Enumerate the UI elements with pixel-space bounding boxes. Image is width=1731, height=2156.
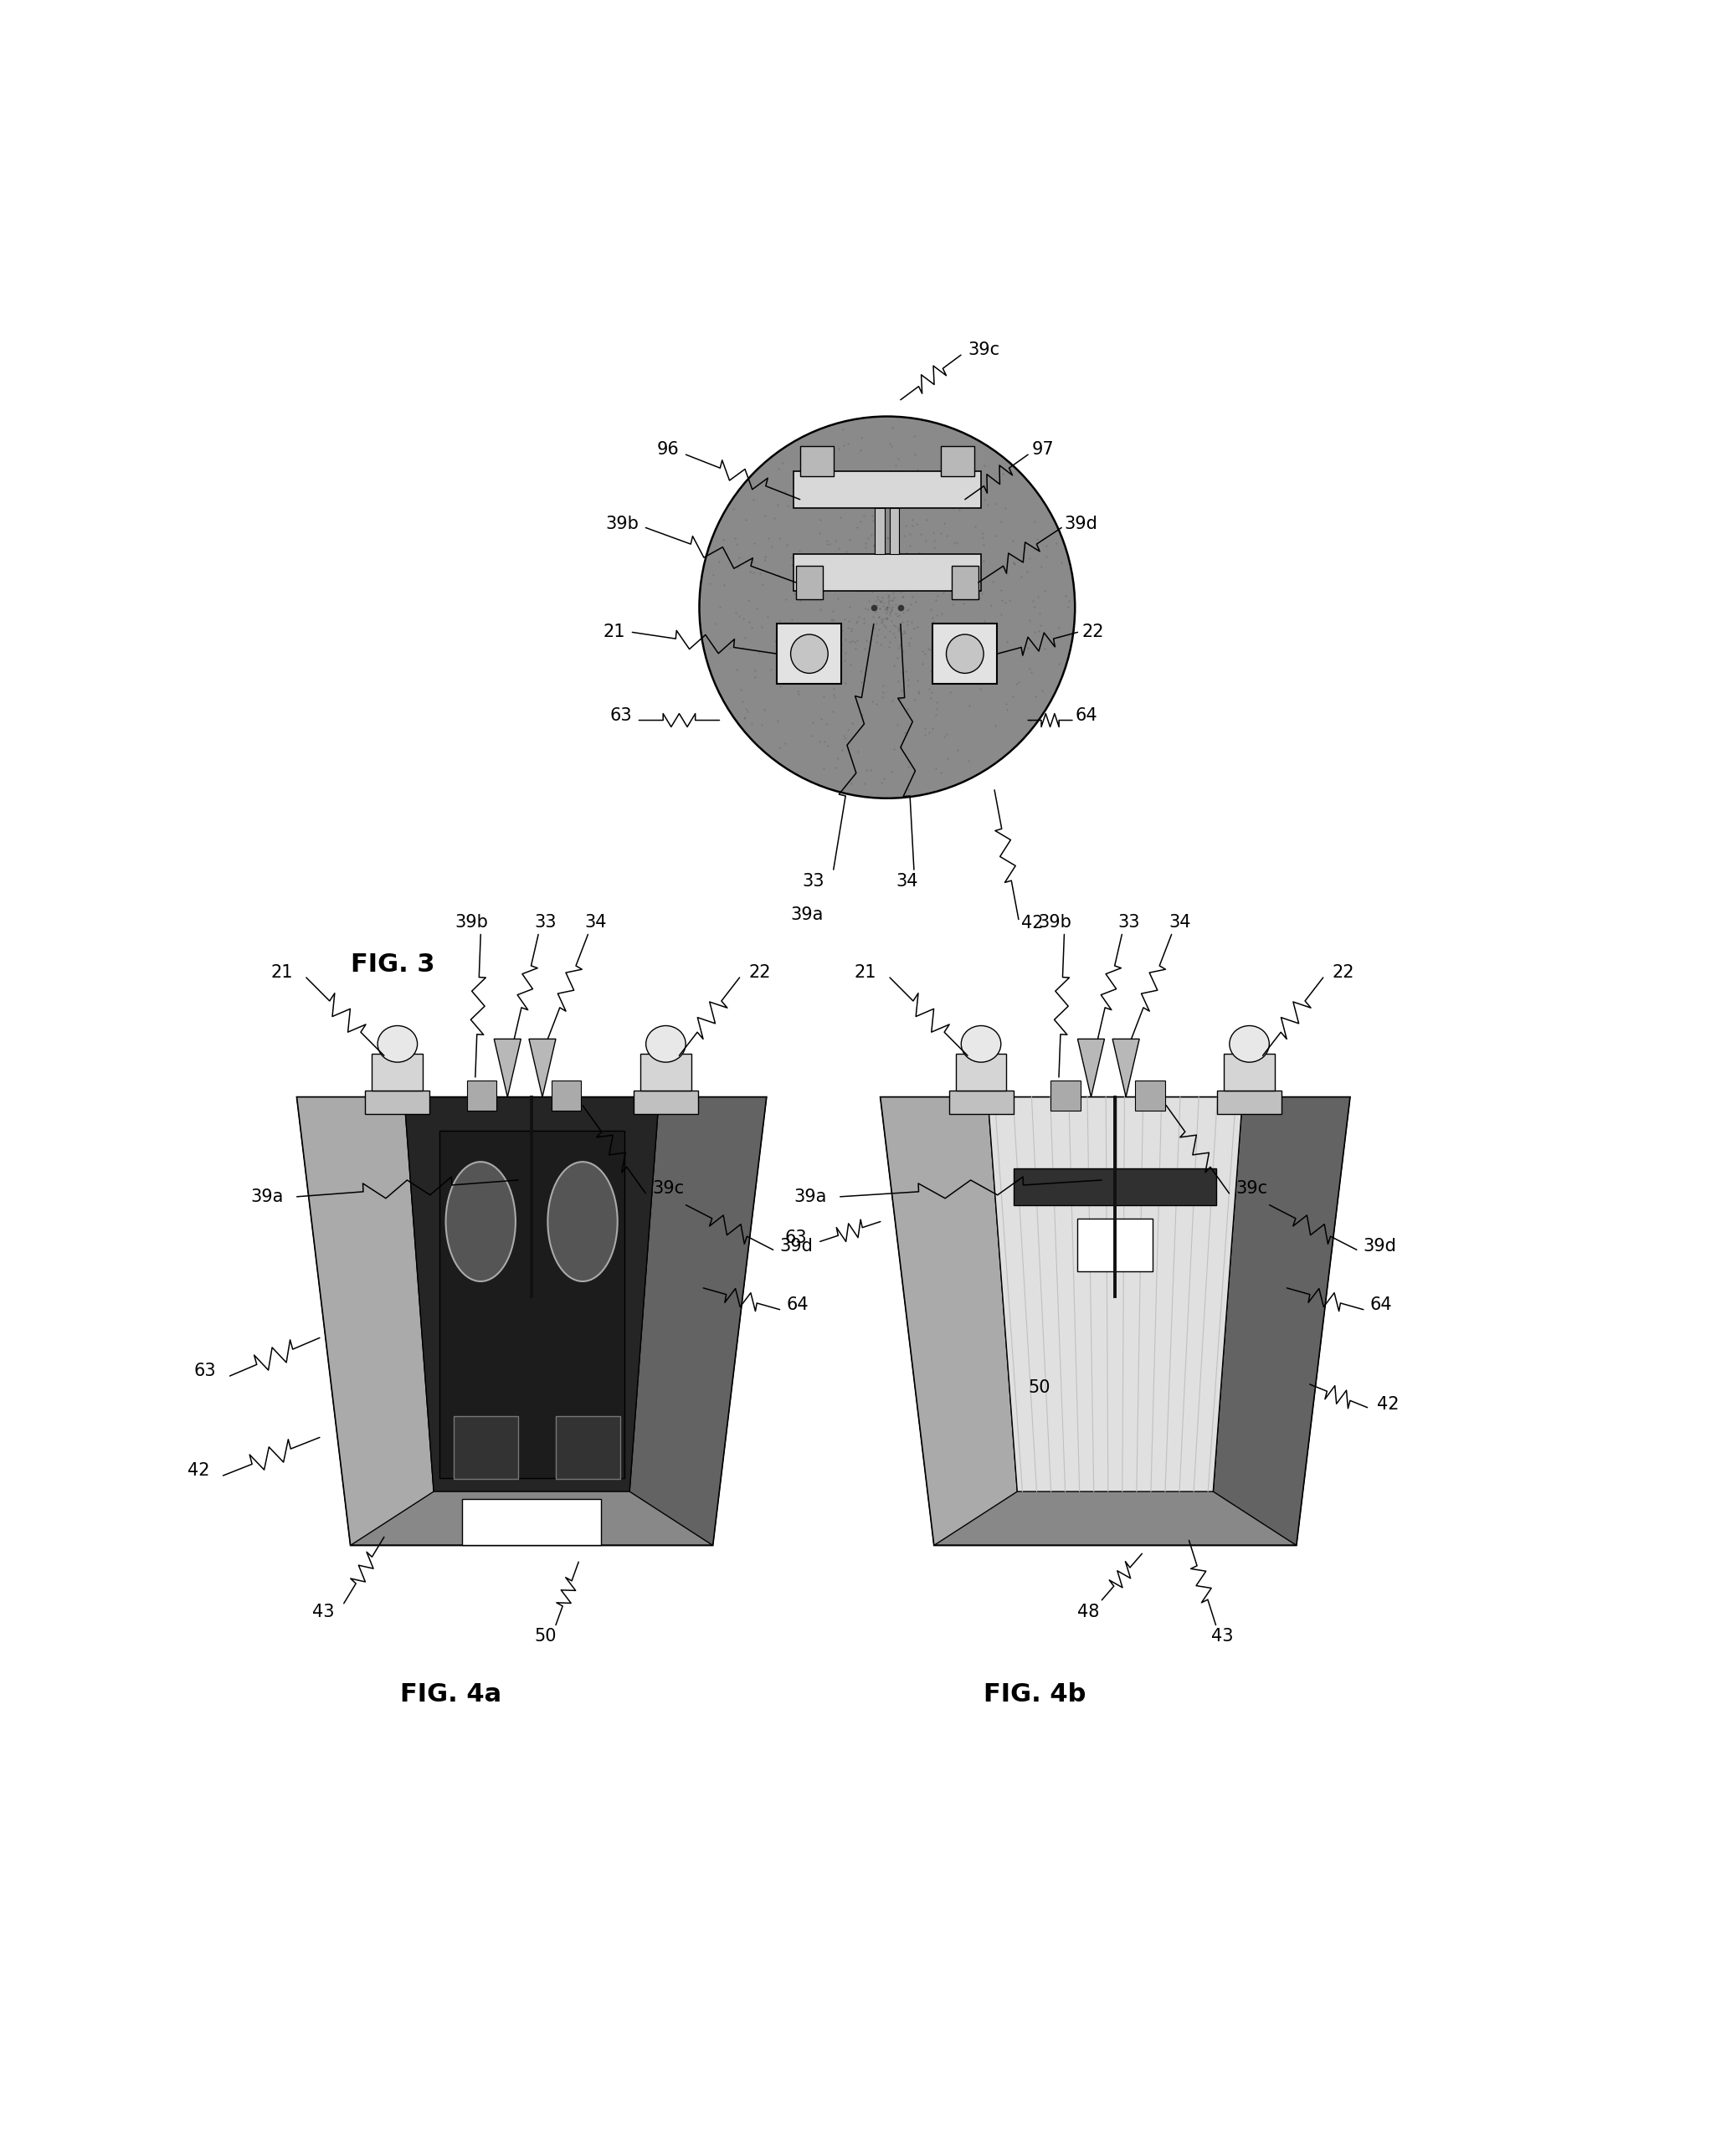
Text: 39b: 39b [455, 914, 488, 931]
Text: 42: 42 [1021, 914, 1044, 931]
Bar [793, 554, 981, 591]
Text: FIG. 4b: FIG. 4b [983, 1682, 1085, 1708]
Bar [640, 1054, 691, 1091]
Polygon shape [1213, 1097, 1350, 1546]
Bar [467, 1080, 497, 1110]
Bar [1224, 1054, 1274, 1091]
Bar [890, 509, 898, 554]
Text: 64: 64 [786, 1296, 808, 1313]
Text: 39d: 39d [1065, 515, 1097, 533]
Bar [796, 565, 822, 599]
Bar [952, 565, 978, 599]
Polygon shape [1078, 1039, 1104, 1097]
Polygon shape [881, 1097, 1018, 1546]
Ellipse shape [646, 1026, 685, 1063]
Polygon shape [298, 1097, 434, 1546]
Ellipse shape [699, 416, 1075, 798]
Bar [1078, 1218, 1153, 1272]
Bar [956, 1054, 1006, 1091]
Text: 64: 64 [1075, 707, 1097, 724]
Ellipse shape [791, 634, 827, 673]
Text: 39a: 39a [795, 1188, 827, 1205]
Bar [372, 1054, 422, 1091]
Bar [552, 1080, 582, 1110]
Text: 50: 50 [533, 1628, 556, 1645]
Ellipse shape [447, 1162, 516, 1281]
Bar [1217, 1091, 1281, 1115]
Ellipse shape [961, 1026, 1001, 1063]
Text: 64: 64 [1371, 1296, 1392, 1313]
Bar [942, 446, 975, 476]
Text: 22: 22 [750, 964, 770, 981]
Text: 39c: 39c [968, 341, 999, 358]
Text: 33: 33 [533, 914, 556, 931]
Text: 21: 21 [270, 964, 293, 981]
Bar [876, 509, 885, 554]
Text: 42: 42 [187, 1462, 209, 1479]
Bar [1136, 1080, 1165, 1110]
Bar [777, 623, 841, 683]
Bar [949, 1091, 1013, 1115]
Text: 63: 63 [609, 707, 632, 724]
Text: 34: 34 [1168, 914, 1191, 931]
Bar [462, 1498, 601, 1546]
Text: 22: 22 [1333, 964, 1355, 981]
Bar [793, 472, 981, 507]
Text: 34: 34 [585, 914, 608, 931]
Polygon shape [881, 1097, 1350, 1546]
Text: 50: 50 [1028, 1380, 1051, 1395]
Polygon shape [1113, 1039, 1139, 1097]
Text: 39c: 39c [653, 1179, 684, 1197]
Polygon shape [530, 1039, 556, 1097]
Text: 39d: 39d [779, 1238, 814, 1255]
Text: FIG. 4a: FIG. 4a [400, 1682, 502, 1708]
Text: 39b: 39b [606, 515, 639, 533]
Text: 21: 21 [853, 964, 876, 981]
Text: FIG. 3: FIG. 3 [350, 953, 434, 977]
Bar [556, 1416, 620, 1479]
Text: 48: 48 [1077, 1604, 1099, 1619]
Bar [933, 623, 997, 683]
Ellipse shape [377, 1026, 417, 1063]
Bar [365, 1091, 429, 1115]
Ellipse shape [947, 634, 983, 673]
Text: 43: 43 [1212, 1628, 1234, 1645]
Polygon shape [298, 1097, 767, 1546]
Text: 39a: 39a [789, 906, 824, 923]
Bar [1051, 1080, 1080, 1110]
Text: 22: 22 [1082, 623, 1104, 640]
Text: 39b: 39b [1039, 914, 1071, 931]
Text: 63: 63 [194, 1363, 216, 1380]
Bar [1014, 1169, 1217, 1205]
Text: 34: 34 [897, 873, 919, 890]
Polygon shape [988, 1097, 1243, 1492]
Text: 21: 21 [604, 623, 625, 640]
Text: 97: 97 [1032, 442, 1054, 457]
Bar [440, 1132, 625, 1479]
Text: 39a: 39a [251, 1188, 284, 1205]
Text: 33: 33 [1118, 914, 1139, 931]
Bar [634, 1091, 698, 1115]
Polygon shape [403, 1097, 660, 1492]
Bar [800, 446, 834, 476]
Polygon shape [630, 1097, 767, 1546]
Text: 63: 63 [784, 1229, 807, 1246]
Text: 43: 43 [313, 1604, 334, 1619]
Text: 33: 33 [801, 873, 824, 890]
Bar [454, 1416, 518, 1479]
Text: 39d: 39d [1364, 1238, 1397, 1255]
Text: 39c: 39c [1236, 1179, 1267, 1197]
Text: 96: 96 [656, 442, 679, 457]
Ellipse shape [547, 1162, 618, 1281]
Ellipse shape [1229, 1026, 1269, 1063]
Text: 42: 42 [1376, 1395, 1399, 1412]
Polygon shape [493, 1039, 521, 1097]
